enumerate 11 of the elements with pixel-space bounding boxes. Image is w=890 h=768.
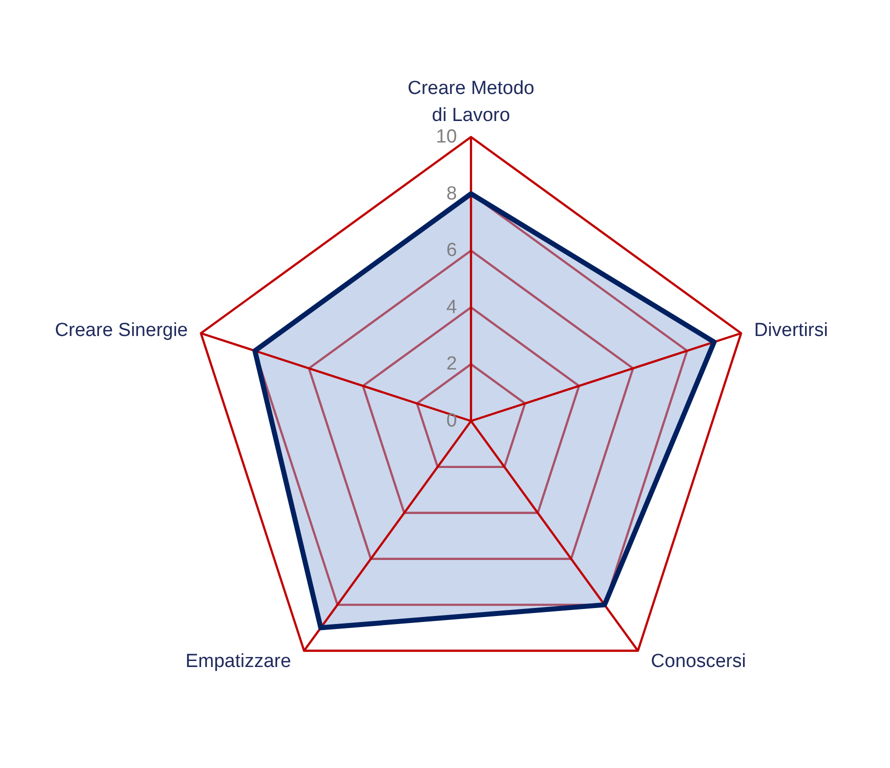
spoke-label: Creare Metodo di Lavoro xyxy=(408,78,534,126)
spoke-label: Creare Sinergie xyxy=(54,320,188,341)
spoke-label: Divertirsi xyxy=(754,320,828,341)
y-tick-label: 4 xyxy=(446,296,458,318)
spoke-label: Conoscersi xyxy=(650,650,746,672)
y-tick-label: 8 xyxy=(446,183,457,204)
y-tick-label: 2 xyxy=(446,354,457,375)
y-tick-label: 10 xyxy=(436,126,457,148)
y-tick-label: 0 xyxy=(446,410,457,432)
spoke-label: Empatizzare xyxy=(185,650,292,672)
y-tick-label: 6 xyxy=(446,240,457,262)
